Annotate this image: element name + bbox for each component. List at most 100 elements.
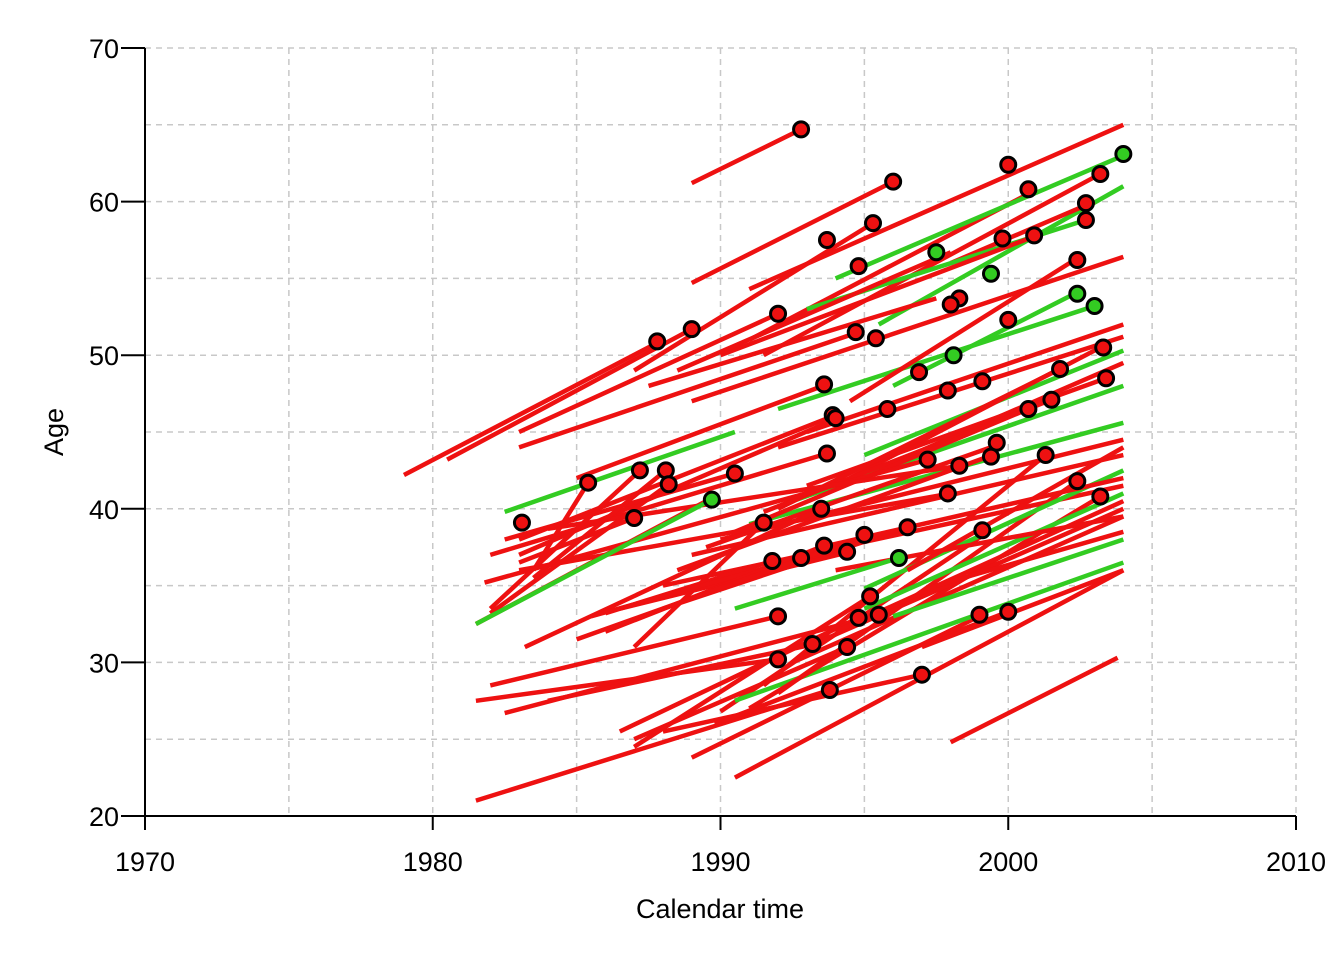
event-point — [1025, 226, 1044, 245]
event-point — [1068, 472, 1087, 491]
event-point — [1036, 446, 1055, 465]
lifeline-segment — [806, 322, 1125, 435]
lifeline-segment — [632, 221, 875, 373]
y-tick-label: 60 — [89, 188, 119, 218]
event-point — [682, 320, 701, 339]
lifeline-segment — [777, 303, 1096, 412]
y-tick-label: 40 — [89, 495, 119, 525]
x-tick-label: 1980 — [403, 847, 463, 877]
event-point — [846, 323, 865, 342]
event-point — [912, 665, 931, 684]
lifeline-segment — [489, 451, 828, 558]
lifeline-segment — [547, 641, 816, 704]
lifeline-segment — [523, 506, 823, 650]
event-point — [973, 372, 992, 391]
axis-layer: 1970 1980 1990 2000 2010 20 30 40 50 60 70 — [89, 34, 1326, 877]
lifeline-segment — [518, 330, 860, 450]
event-point — [659, 475, 678, 494]
event-point — [938, 484, 957, 503]
lifeline-segment — [690, 127, 803, 186]
event-layer — [512, 120, 1133, 700]
lifeline-segment — [575, 534, 866, 642]
event-point — [1114, 144, 1133, 163]
lifeline-segment — [762, 171, 1102, 358]
event-point — [1091, 487, 1110, 506]
event-point — [849, 608, 868, 627]
event-point — [981, 264, 1000, 283]
event-point — [999, 310, 1018, 329]
y-axis-title: Age — [39, 408, 69, 456]
event-point — [792, 120, 811, 139]
event-point — [1097, 369, 1116, 388]
x-tick-label: 2010 — [1266, 847, 1326, 877]
event-point — [941, 295, 960, 314]
event-point — [898, 518, 917, 537]
event-point — [999, 155, 1018, 174]
lifeline-segment — [547, 463, 960, 531]
lifeline-segment — [734, 555, 900, 611]
event-point — [769, 607, 788, 626]
event-point — [815, 375, 834, 394]
lifeline-segment — [503, 429, 736, 514]
event-point — [855, 525, 874, 544]
event-point — [817, 444, 836, 463]
lifeline-segment — [949, 199, 1096, 266]
lifeline-segment — [834, 153, 1125, 281]
event-point — [861, 587, 880, 606]
event-point — [878, 399, 897, 418]
lifeline-segment — [921, 568, 1125, 650]
event-point — [769, 650, 788, 669]
event-point — [864, 214, 883, 233]
event-point — [950, 456, 969, 475]
event-point — [1051, 360, 1070, 379]
event-point — [630, 461, 649, 480]
event-point — [648, 332, 667, 351]
event-point — [981, 447, 1000, 466]
event-point — [1019, 399, 1038, 418]
lifeline-segment — [935, 529, 1124, 588]
event-point — [1094, 338, 1113, 357]
event-point — [918, 450, 937, 469]
event-point — [812, 499, 831, 518]
lifeline-segment — [488, 482, 671, 616]
event-point — [838, 542, 857, 561]
event-point — [803, 634, 822, 653]
event-point — [849, 257, 868, 276]
x-tick-label: 2000 — [978, 847, 1038, 877]
event-point — [889, 548, 908, 567]
event-point — [884, 172, 903, 191]
event-point — [815, 536, 834, 555]
lifeline-segment — [518, 311, 779, 435]
lifeline-segment — [632, 594, 872, 749]
event-point — [944, 346, 963, 365]
event-point — [817, 231, 836, 249]
lifeline-segment — [402, 337, 664, 478]
event-point — [970, 605, 989, 624]
y-tick-label: 70 — [89, 34, 119, 64]
lifeline-segment — [474, 497, 713, 626]
lifeline-segment — [531, 481, 591, 572]
event-point — [993, 229, 1012, 248]
lifeline-segment — [676, 250, 952, 373]
event-point — [999, 602, 1018, 621]
event-point — [512, 513, 531, 532]
lifeline-segment — [647, 296, 937, 389]
lifeline-segment — [618, 615, 860, 734]
lifeline-segment — [949, 655, 1119, 745]
lifeline-segment — [489, 614, 779, 688]
lifeline-segment — [863, 491, 1125, 611]
event-point — [1076, 194, 1095, 213]
event-point — [910, 363, 929, 382]
event-point — [769, 304, 788, 323]
y-tick-label: 30 — [89, 648, 119, 678]
event-point — [938, 381, 957, 400]
event-point — [702, 490, 721, 509]
event-point — [1076, 211, 1095, 230]
lifeline-segment — [532, 468, 668, 580]
event-point — [763, 552, 782, 571]
event-point — [579, 473, 598, 492]
event-point — [1085, 297, 1104, 316]
lifeline-segment — [848, 258, 1076, 404]
lifeline-segment — [892, 537, 1125, 619]
lifeline-segment — [575, 382, 828, 481]
